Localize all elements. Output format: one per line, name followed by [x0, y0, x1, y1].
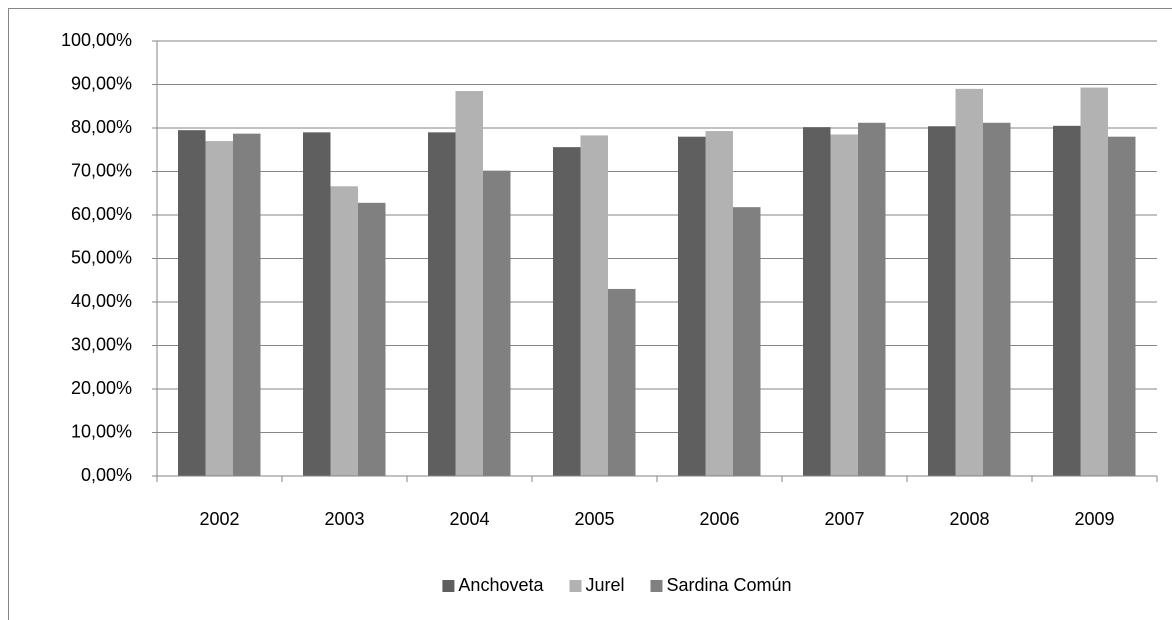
bar	[330, 186, 358, 477]
x-tick-label: 2005	[574, 509, 614, 529]
legend-label: Jurel	[585, 575, 624, 595]
x-tick-label: 2008	[949, 509, 989, 529]
y-tick-label: 0,00%	[81, 465, 132, 485]
bar	[1108, 136, 1136, 476]
legend-swatch	[569, 580, 582, 592]
bar	[803, 127, 831, 476]
y-tick-label: 20,00%	[71, 378, 132, 398]
bar	[178, 130, 206, 477]
legend-label: Anchoveta	[458, 575, 544, 595]
chart-frame	[8, 8, 1172, 620]
bar	[580, 135, 608, 476]
legend-swatch	[442, 580, 455, 592]
legend-label: Sardina Común	[667, 575, 792, 595]
bar	[955, 88, 983, 476]
bar	[983, 122, 1011, 476]
bar	[858, 122, 886, 476]
legend-swatch	[650, 580, 663, 592]
y-tick-label: 10,00%	[71, 421, 132, 441]
x-tick-label: 2002	[199, 509, 239, 529]
y-tick-label: 100,00%	[61, 30, 132, 50]
bar	[233, 133, 261, 476]
bar	[303, 132, 331, 476]
bar	[1053, 125, 1081, 476]
x-tick-label: 2006	[699, 509, 739, 529]
bar	[483, 170, 511, 476]
y-tick-label: 80,00%	[71, 117, 132, 137]
x-tick-label: 2003	[324, 509, 364, 529]
bar	[358, 202, 386, 476]
bar	[830, 134, 858, 476]
y-tick-label: 90,00%	[71, 73, 132, 93]
bar	[553, 147, 581, 476]
bar	[455, 91, 483, 477]
bar	[733, 207, 761, 477]
bar	[608, 288, 636, 476]
bar	[705, 131, 733, 477]
y-tick-label: 60,00%	[71, 204, 132, 224]
bar	[205, 141, 233, 477]
y-tick-label: 30,00%	[71, 334, 132, 354]
bar	[1080, 87, 1108, 477]
x-tick-label: 2004	[449, 509, 489, 529]
y-tick-label: 50,00%	[71, 247, 132, 267]
x-tick-label: 2009	[1074, 509, 1114, 529]
y-tick-label: 70,00%	[71, 160, 132, 180]
bar	[928, 126, 956, 476]
bar	[678, 136, 706, 476]
x-tick-label: 2007	[824, 509, 864, 529]
y-tick-label: 40,00%	[71, 291, 132, 311]
bar	[428, 132, 456, 476]
